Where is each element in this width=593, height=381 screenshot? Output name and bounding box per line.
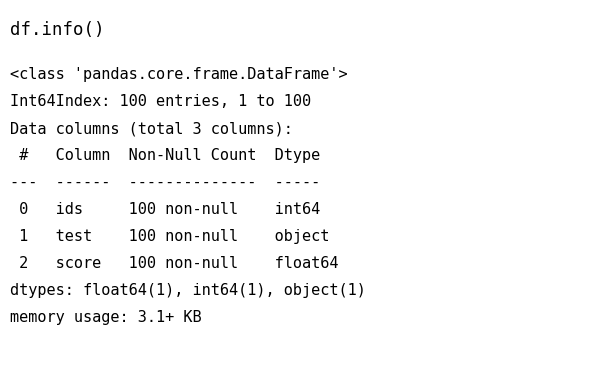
Text: memory usage: 3.1+ KB: memory usage: 3.1+ KB [10,310,202,325]
Text: <class 'pandas.core.frame.DataFrame'>: <class 'pandas.core.frame.DataFrame'> [10,67,347,82]
Text: #   Column  Non-Null Count  Dtype: # Column Non-Null Count Dtype [10,148,329,163]
Text: df.info(): df.info() [10,21,104,39]
Text: Data columns (total 3 columns):: Data columns (total 3 columns): [10,121,293,136]
Text: dtypes: float64(1), int64(1), object(1): dtypes: float64(1), int64(1), object(1) [10,283,366,298]
Text: 1   test    100 non-null    object: 1 test 100 non-null object [10,229,329,244]
Text: ---  ------  --------------  -----: --- ------ -------------- ----- [10,175,320,190]
Text: 2   score   100 non-null    float64: 2 score 100 non-null float64 [10,256,339,271]
Text: 0   ids     100 non-null    int64: 0 ids 100 non-null int64 [10,202,329,217]
Text: Int64Index: 100 entries, 1 to 100: Int64Index: 100 entries, 1 to 100 [10,94,311,109]
